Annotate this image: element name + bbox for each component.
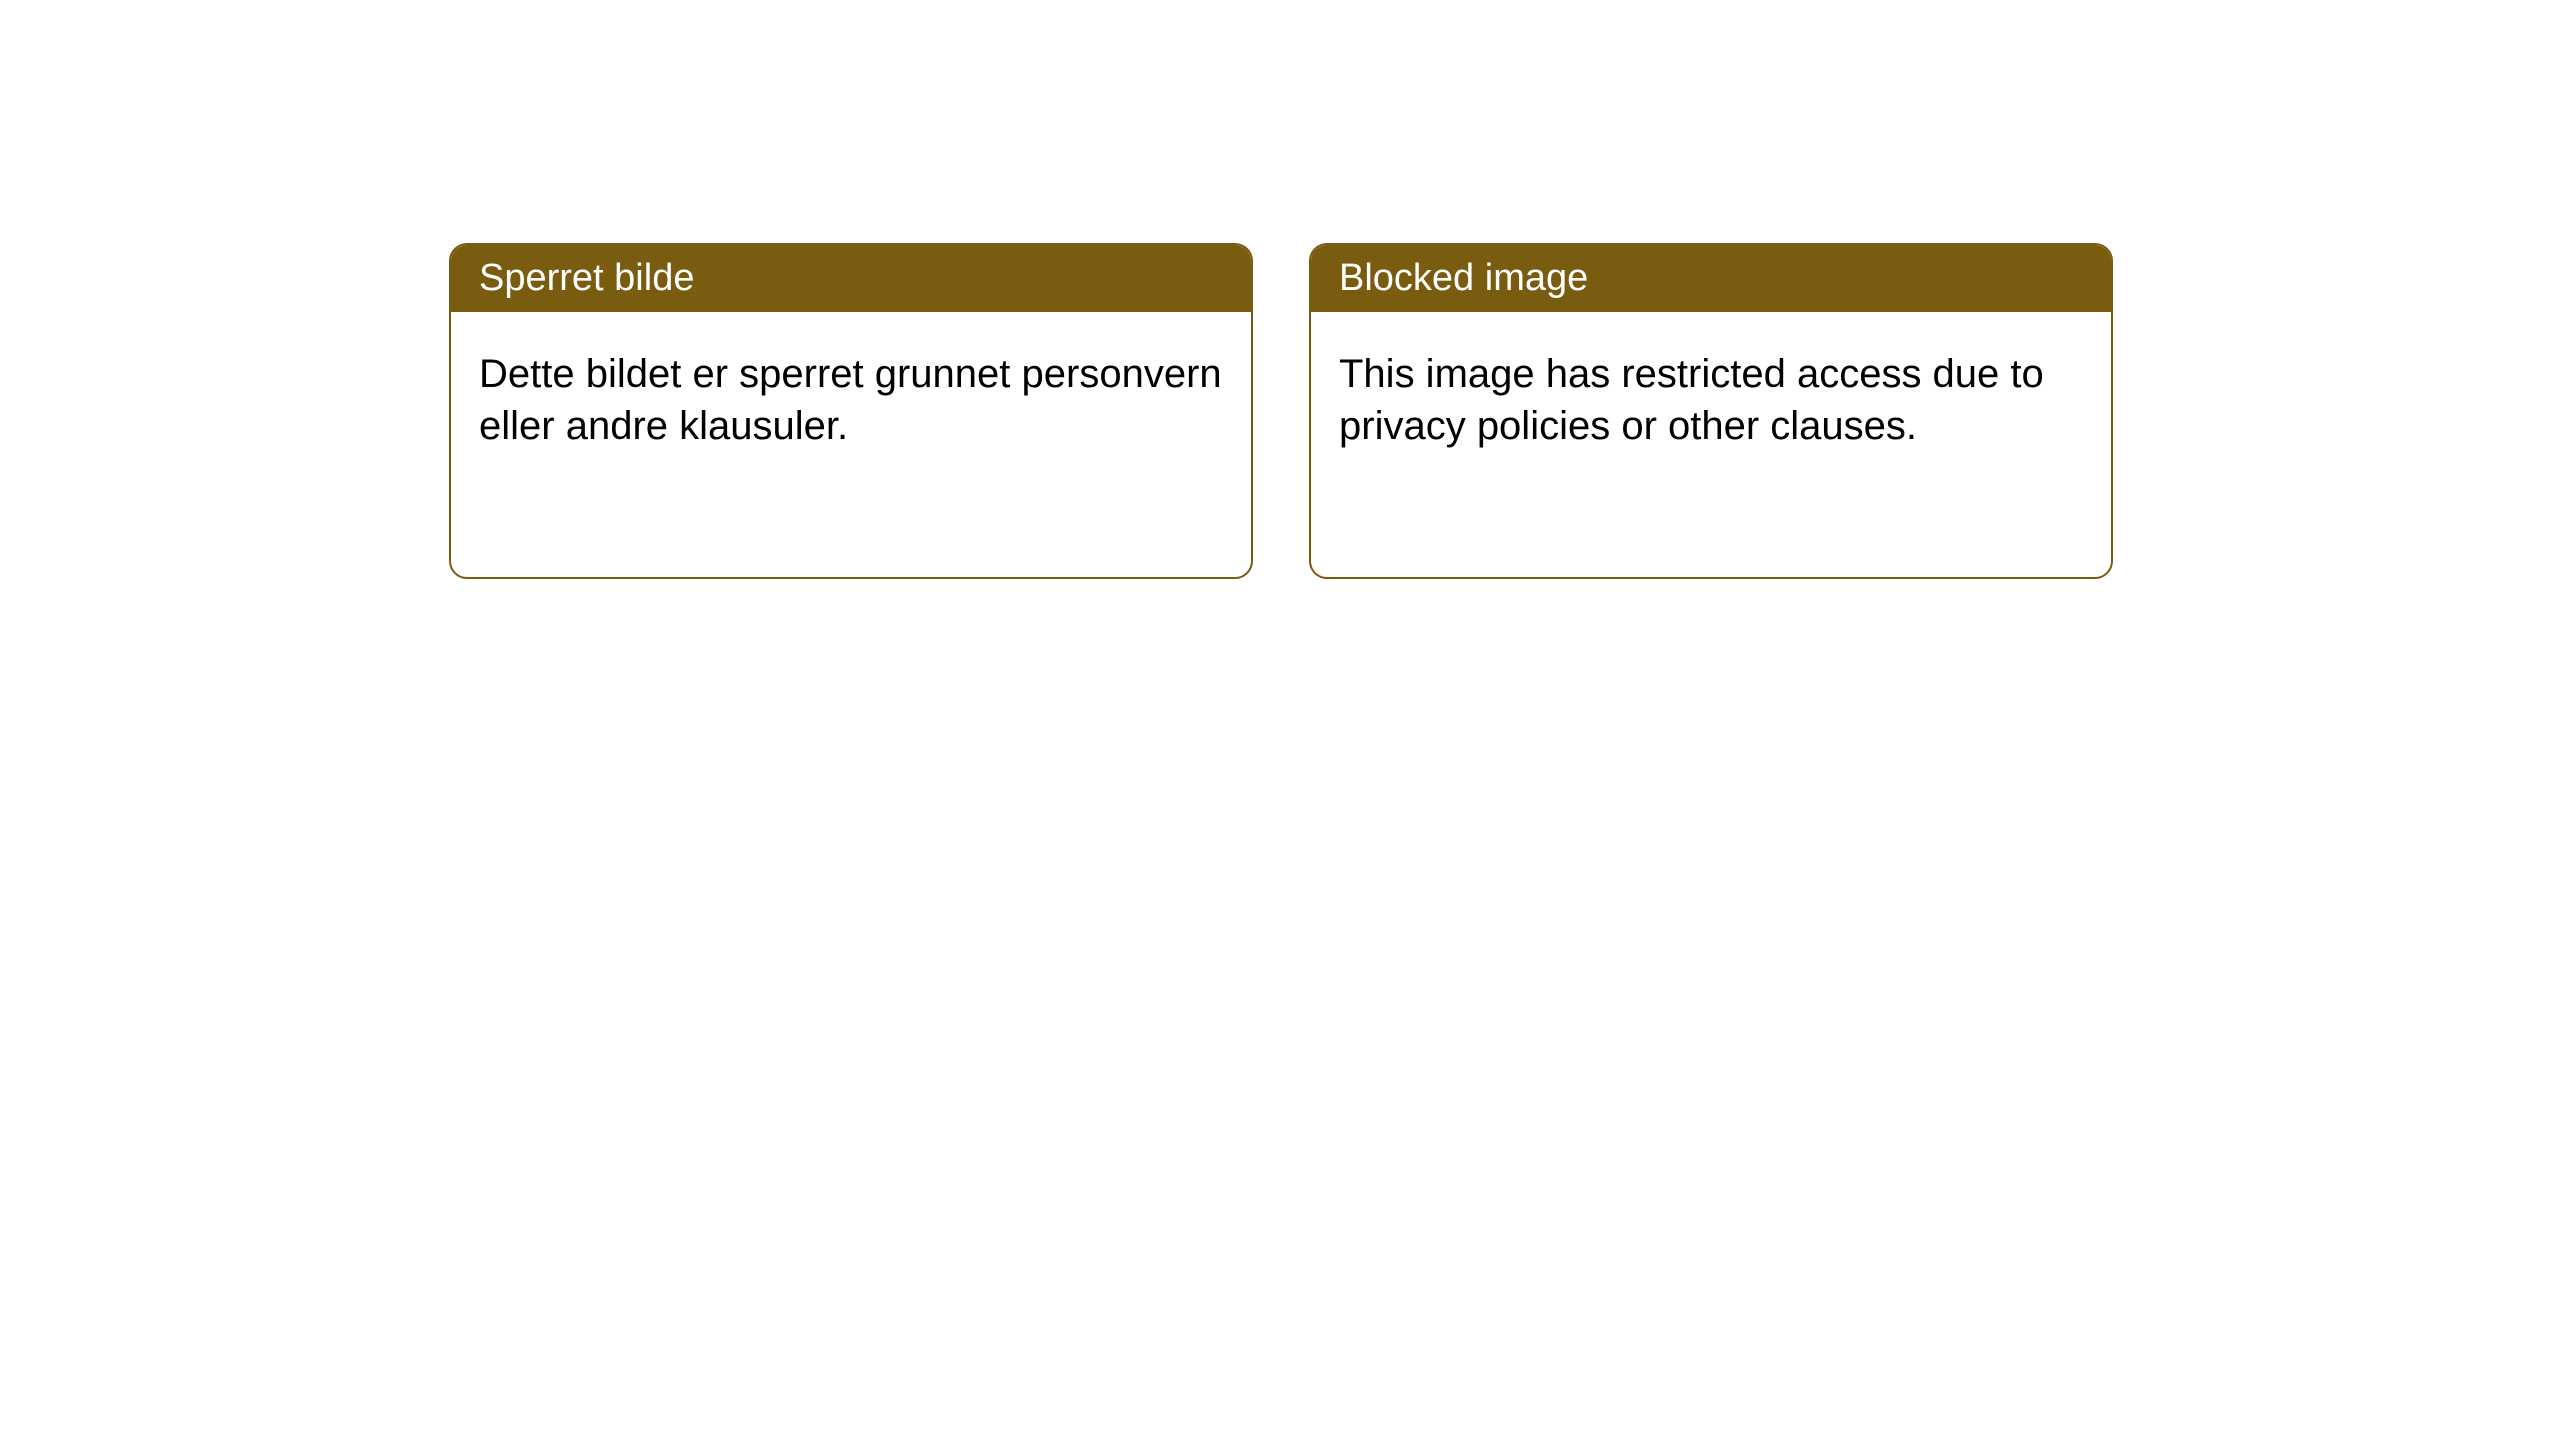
card-header-english: Blocked image [1311, 245, 2111, 312]
card-body-english: This image has restricted access due to … [1311, 312, 2111, 488]
card-title: Blocked image [1339, 257, 1588, 299]
notice-card-norwegian: Sperret bilde Dette bildet er sperret gr… [449, 243, 1253, 579]
card-title: Sperret bilde [479, 257, 694, 299]
notice-card-english: Blocked image This image has restricted … [1309, 243, 2113, 579]
card-body-norwegian: Dette bildet er sperret grunnet personve… [451, 312, 1251, 488]
notice-cards-container: Sperret bilde Dette bildet er sperret gr… [0, 0, 2560, 579]
card-header-norwegian: Sperret bilde [451, 245, 1251, 312]
card-body-text: Dette bildet er sperret grunnet personve… [479, 352, 1222, 448]
card-body-text: This image has restricted access due to … [1339, 352, 2044, 448]
